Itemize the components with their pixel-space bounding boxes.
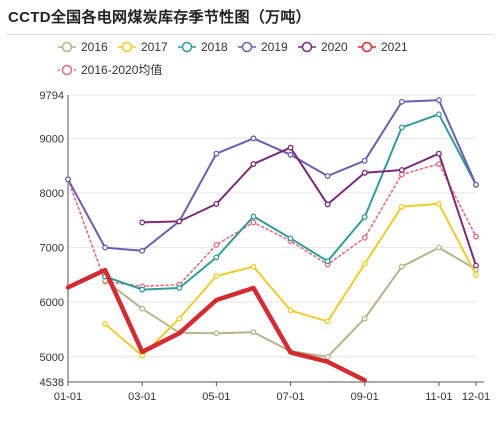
series-line-2016-2020 — [67, 163, 477, 288]
legend-marker-2016-2020 — [61, 64, 73, 76]
data-point-2019 — [65, 176, 71, 183]
data-point-2020 — [398, 167, 405, 173]
data-point-2016 — [361, 315, 368, 322]
x-tick-label: 12-01 — [462, 391, 490, 403]
legend-marker-2021 — [361, 41, 373, 53]
y-tick-label: 7000 — [40, 243, 64, 255]
legend-label-2019: 2019 — [261, 40, 288, 54]
data-point-2016 — [139, 305, 146, 312]
data-point-2020 — [324, 201, 331, 208]
legend-marker-2019 — [241, 41, 253, 53]
data-point-2018 — [250, 213, 257, 220]
data-point-2020 — [176, 218, 183, 225]
data-point-2020 — [287, 144, 294, 151]
y-tick-label: 9000 — [40, 133, 64, 145]
legend-marker-2020 — [301, 41, 313, 53]
legend-label-2018: 2018 — [201, 40, 228, 54]
y-tick-label: 9794 — [40, 90, 64, 102]
data-point-2019 — [435, 97, 442, 104]
legend-label-2017: 2017 — [141, 40, 168, 54]
legend-marker-2017 — [121, 41, 133, 53]
data-point-2019 — [361, 157, 368, 164]
data-point-2020 — [250, 161, 257, 167]
data-point-2016-2020 — [213, 241, 220, 248]
legend-label-2021: 2021 — [381, 40, 408, 54]
series-line-2018 — [104, 113, 477, 291]
series-line-2017 — [104, 202, 477, 357]
data-point-2017 — [287, 307, 294, 314]
data-point-2016-2020 — [250, 219, 257, 226]
data-point-2018 — [139, 286, 146, 293]
data-point-2019 — [287, 151, 294, 158]
data-point-2016 — [435, 244, 442, 251]
data-point-2018 — [361, 214, 368, 220]
data-point-2019 — [473, 181, 479, 188]
data-point-2018 — [176, 285, 183, 291]
title-divider — [6, 34, 494, 35]
legend-label-2016: 2016 — [81, 40, 108, 54]
legend-marker-2016 — [61, 41, 73, 53]
data-point-2016 — [324, 353, 331, 360]
y-tick-label: 5000 — [40, 352, 64, 364]
data-point-2016-2020 — [473, 233, 479, 240]
y-tick-label: 4538 — [40, 377, 64, 389]
x-tick-label: 11-01 — [425, 391, 452, 403]
data-point-2016-2020 — [435, 161, 442, 167]
data-point-2020 — [213, 200, 220, 207]
data-point-2019 — [398, 98, 405, 105]
legend-label-2016-2020: 2016-2020均值 — [81, 62, 162, 77]
data-point-2020 — [435, 150, 442, 157]
data-point-2017 — [250, 263, 257, 270]
x-tick-label: 09-01 — [351, 391, 379, 403]
data-point-2017 — [102, 321, 109, 327]
data-point-2018 — [287, 235, 294, 242]
series-line-2021 — [65, 267, 367, 383]
y-tick-label: 6000 — [40, 297, 64, 309]
data-point-2018 — [324, 258, 331, 265]
x-tick-label: 07-01 — [276, 391, 304, 403]
data-point-2019 — [324, 173, 331, 179]
data-point-2016 — [250, 329, 257, 336]
data-point-2018 — [213, 254, 220, 261]
data-point-2020 — [473, 262, 479, 269]
series-line-2020 — [141, 146, 477, 267]
data-point-2016 — [398, 263, 405, 270]
series-line-2019 — [67, 99, 477, 252]
data-point-2017 — [398, 203, 405, 210]
x-tick-label: 03-01 — [128, 391, 156, 403]
chart-title: CCTD全国各电网煤炭库存季节性图（万吨） — [8, 9, 311, 26]
data-point-2017 — [473, 271, 479, 278]
data-point-2018 — [435, 111, 442, 118]
data-point-2020 — [139, 219, 146, 226]
x-tick-label: 05-01 — [202, 391, 230, 403]
data-point-2017 — [213, 273, 220, 279]
legend-label-2020: 2020 — [321, 40, 348, 54]
data-point-2017 — [361, 260, 368, 267]
data-point-2018 — [398, 124, 405, 131]
x-tick-label: 01-01 — [54, 391, 82, 403]
legend-marker-2018 — [181, 41, 193, 53]
data-point-2019 — [250, 135, 257, 142]
data-point-2016 — [213, 330, 220, 337]
data-point-2016-2020 — [361, 234, 368, 241]
data-point-2020 — [361, 169, 368, 176]
data-point-2017 — [324, 318, 331, 325]
data-point-2019 — [213, 150, 220, 157]
data-point-2017 — [176, 315, 183, 322]
data-point-2019 — [102, 244, 109, 251]
data-point-2019 — [139, 247, 146, 254]
data-point-2017 — [435, 200, 442, 207]
y-tick-label: 8000 — [40, 188, 64, 200]
